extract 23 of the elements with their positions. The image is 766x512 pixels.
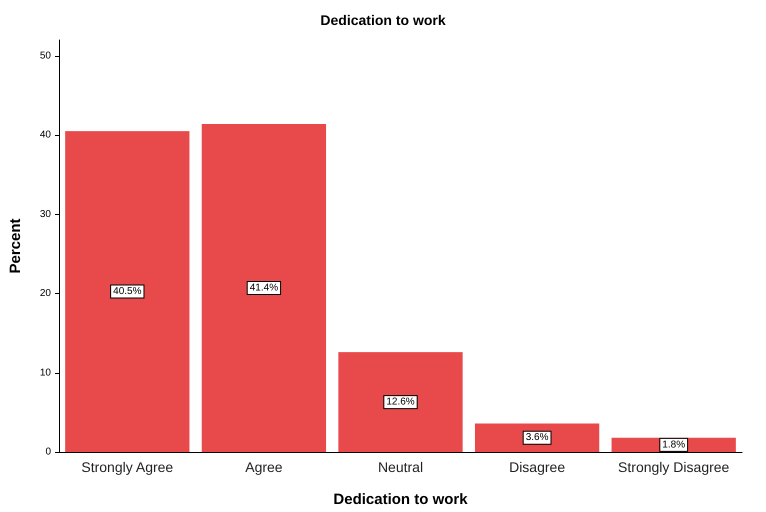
- data-label: 3.6%: [526, 432, 549, 444]
- y-tick-label: 0: [45, 446, 52, 458]
- bar: [338, 352, 463, 452]
- y-tick-label: 10: [40, 367, 52, 378]
- y-axis-title: Percent: [7, 218, 24, 274]
- x-tick-label: Neutral: [378, 459, 424, 475]
- bar: [202, 124, 326, 452]
- data-label: 40.5%: [113, 286, 142, 298]
- bar: [474, 423, 600, 452]
- x-tick-label: Agree: [245, 459, 283, 475]
- chart-title: Dedication to work: [320, 12, 446, 28]
- x-tick-label: Strongly Disagree: [618, 459, 730, 475]
- y-tick-label: 20: [40, 288, 52, 300]
- y-tick-label: 30: [40, 208, 52, 220]
- x-tick-label: Disagree: [509, 459, 566, 475]
- y-tick-label: 40: [40, 130, 52, 141]
- y-tick-label: 50: [40, 50, 52, 62]
- data-label: 1.8%: [662, 439, 686, 450]
- data-label: 41.4%: [250, 282, 278, 294]
- x-tick-label: Strongly Agree: [81, 459, 174, 475]
- data-label: 12.6%: [386, 396, 415, 408]
- bar: [65, 131, 190, 452]
- x-axis-title: Dedication to work: [333, 491, 468, 508]
